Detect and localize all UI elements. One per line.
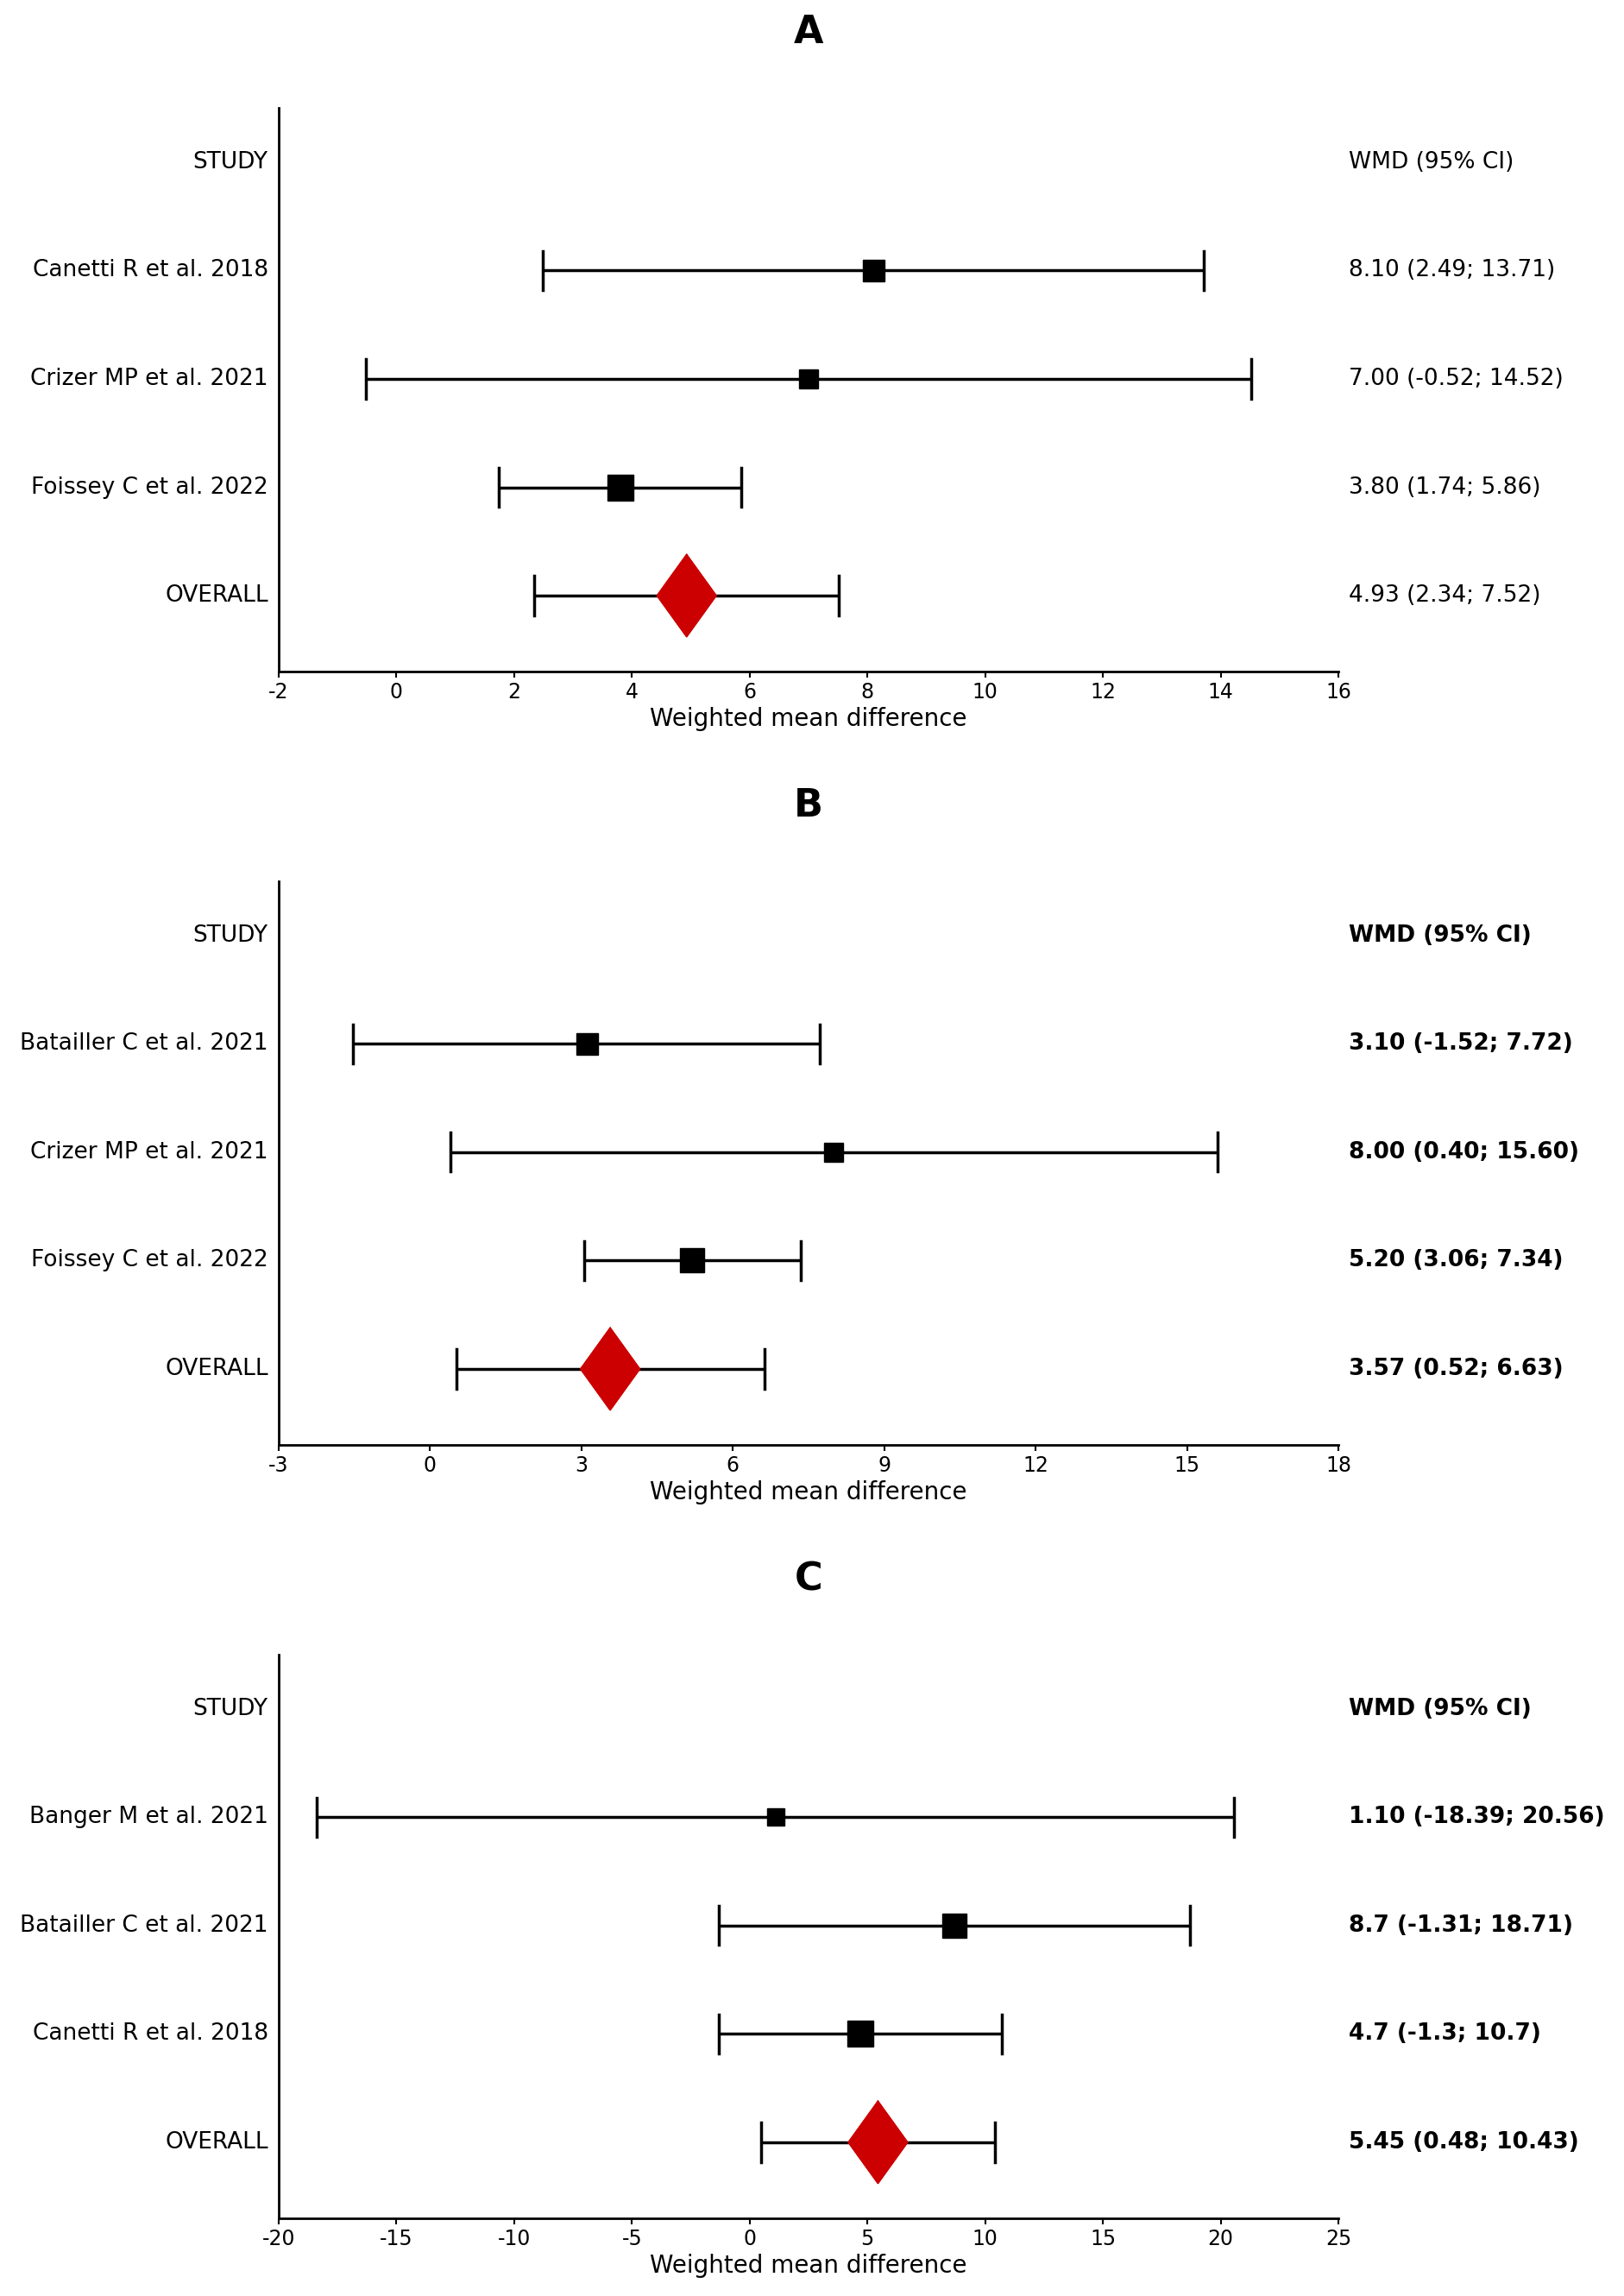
Text: Crizer MP et al. 2021: Crizer MP et al. 2021 [31, 1141, 268, 1164]
Polygon shape [656, 553, 716, 636]
Text: STUDY: STUDY [193, 925, 268, 946]
X-axis label: Weighted mean difference: Weighted mean difference [650, 707, 966, 732]
Text: WMD (95% CI): WMD (95% CI) [1348, 925, 1531, 946]
Text: OVERALL: OVERALL [164, 2131, 268, 2154]
Text: Batailler C et al. 2021: Batailler C et al. 2021 [19, 1033, 268, 1056]
Text: 5.20 (3.06; 7.34): 5.20 (3.06; 7.34) [1348, 1249, 1562, 1272]
Text: 8.10 (2.49; 13.71): 8.10 (2.49; 13.71) [1348, 259, 1554, 282]
Text: Batailler C et al. 2021: Batailler C et al. 2021 [19, 1915, 268, 1938]
Text: Canetti R et al. 2018: Canetti R et al. 2018 [32, 2023, 268, 2046]
Polygon shape [580, 1327, 640, 1410]
Text: 4.7 (-1.3; 10.7): 4.7 (-1.3; 10.7) [1348, 2023, 1541, 2046]
Text: OVERALL: OVERALL [164, 1357, 268, 1380]
Text: C: C [794, 1561, 822, 1598]
Text: 8.00 (0.40; 15.60): 8.00 (0.40; 15.60) [1348, 1141, 1579, 1164]
X-axis label: Weighted mean difference: Weighted mean difference [650, 1481, 966, 1504]
Text: 1.10 (-18.39; 20.56): 1.10 (-18.39; 20.56) [1348, 1807, 1605, 1828]
Text: 7.00 (-0.52; 14.52): 7.00 (-0.52; 14.52) [1348, 367, 1562, 390]
Text: STUDY: STUDY [193, 1697, 268, 1720]
Text: Canetti R et al. 2018: Canetti R et al. 2018 [32, 259, 268, 282]
Text: OVERALL: OVERALL [164, 585, 268, 606]
Text: WMD (95% CI): WMD (95% CI) [1348, 152, 1514, 174]
Text: A: A [793, 14, 823, 51]
Text: Banger M et al. 2021: Banger M et al. 2021 [29, 1807, 268, 1828]
Text: 3.80 (1.74; 5.86): 3.80 (1.74; 5.86) [1348, 475, 1540, 498]
Text: 3.10 (-1.52; 7.72): 3.10 (-1.52; 7.72) [1348, 1033, 1572, 1056]
Text: Foissey C et al. 2022: Foissey C et al. 2022 [31, 475, 268, 498]
Text: B: B [794, 788, 823, 824]
X-axis label: Weighted mean difference: Weighted mean difference [650, 2255, 966, 2278]
Text: WMD (95% CI): WMD (95% CI) [1348, 1697, 1531, 1720]
Text: 3.57 (0.52; 6.63): 3.57 (0.52; 6.63) [1348, 1357, 1562, 1380]
Text: Foissey C et al. 2022: Foissey C et al. 2022 [31, 1249, 268, 1272]
Text: 8.7 (-1.31; 18.71): 8.7 (-1.31; 18.71) [1348, 1915, 1572, 1938]
Polygon shape [848, 2101, 908, 2183]
Text: STUDY: STUDY [193, 152, 268, 174]
Text: Crizer MP et al. 2021: Crizer MP et al. 2021 [31, 367, 268, 390]
Text: 4.93 (2.34; 7.52): 4.93 (2.34; 7.52) [1348, 585, 1540, 606]
Text: 5.45 (0.48; 10.43): 5.45 (0.48; 10.43) [1348, 2131, 1579, 2154]
